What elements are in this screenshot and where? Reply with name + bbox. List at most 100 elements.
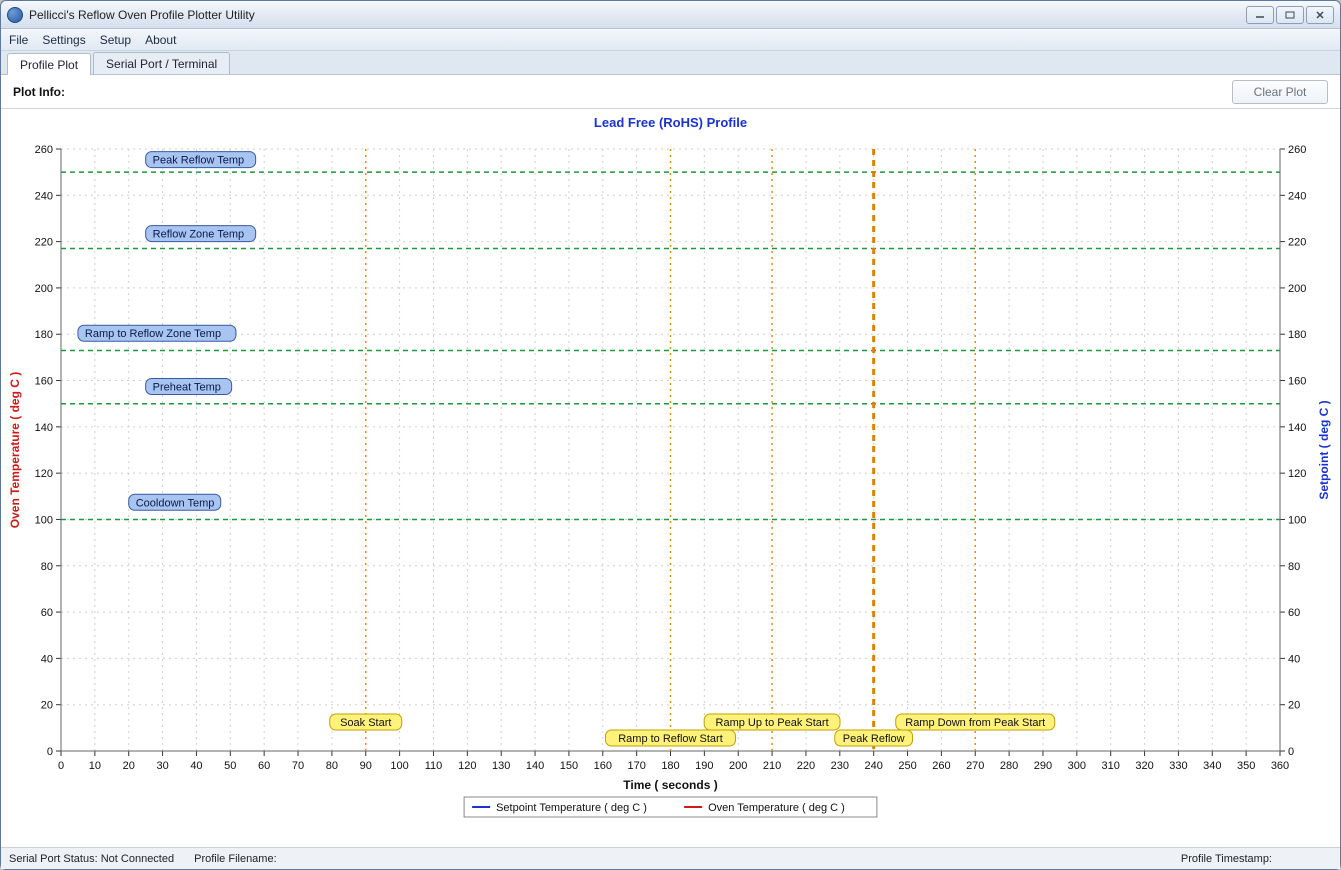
svg-text:Lead Free (RoHS) Profile: Lead Free (RoHS) Profile — [594, 115, 747, 130]
app-window: Pellicci's Reflow Oven Profile Plotter U… — [0, 0, 1341, 870]
svg-text:180: 180 — [1288, 329, 1306, 341]
svg-text:Setpoint ( deg C ): Setpoint ( deg C ) — [1317, 400, 1331, 499]
svg-text:Peak Reflow Temp: Peak Reflow Temp — [153, 155, 245, 167]
svg-text:60: 60 — [258, 760, 270, 772]
svg-text:140: 140 — [1288, 422, 1306, 434]
svg-text:Preheat Temp: Preheat Temp — [153, 381, 221, 393]
status-profile-timestamp-label: Profile Timestamp: — [1181, 853, 1272, 865]
svg-text:10: 10 — [89, 760, 101, 772]
svg-text:0: 0 — [47, 746, 53, 758]
svg-text:260: 260 — [1288, 144, 1306, 156]
tab-profile-plot[interactable]: Profile Plot — [7, 53, 91, 75]
status-profile-filename: Profile Filename: — [194, 853, 297, 865]
svg-text:220: 220 — [1288, 237, 1306, 249]
svg-text:100: 100 — [390, 760, 408, 772]
minimize-button[interactable] — [1246, 6, 1274, 24]
status-serial-value: Not Connected — [101, 853, 174, 865]
svg-text:180: 180 — [661, 760, 679, 772]
svg-text:150: 150 — [560, 760, 578, 772]
svg-text:160: 160 — [594, 760, 612, 772]
menubar: File Settings Setup About — [1, 29, 1340, 51]
svg-text:120: 120 — [458, 760, 476, 772]
svg-text:Ramp Up to Peak Start: Ramp Up to Peak Start — [716, 717, 829, 729]
svg-text:250: 250 — [898, 760, 916, 772]
svg-text:Soak Start: Soak Start — [340, 717, 391, 729]
svg-text:200: 200 — [35, 283, 53, 295]
titlebar: Pellicci's Reflow Oven Profile Plotter U… — [1, 1, 1340, 29]
svg-text:30: 30 — [156, 760, 168, 772]
maximize-button[interactable] — [1276, 6, 1304, 24]
svg-text:180: 180 — [35, 329, 53, 341]
svg-text:160: 160 — [35, 376, 53, 388]
svg-text:260: 260 — [35, 144, 53, 156]
svg-text:210: 210 — [763, 760, 781, 772]
svg-text:350: 350 — [1237, 760, 1255, 772]
svg-text:360: 360 — [1271, 760, 1289, 772]
svg-text:40: 40 — [1288, 653, 1300, 665]
svg-text:310: 310 — [1102, 760, 1120, 772]
svg-text:170: 170 — [627, 760, 645, 772]
svg-text:140: 140 — [526, 760, 544, 772]
svg-text:130: 130 — [492, 760, 510, 772]
svg-text:330: 330 — [1169, 760, 1187, 772]
svg-text:340: 340 — [1203, 760, 1221, 772]
status-serial: Serial Port Status: Not Connected — [9, 853, 194, 865]
svg-text:40: 40 — [190, 760, 202, 772]
svg-text:320: 320 — [1135, 760, 1153, 772]
app-icon — [7, 7, 23, 23]
svg-text:80: 80 — [326, 760, 338, 772]
svg-text:140: 140 — [35, 422, 53, 434]
svg-text:100: 100 — [1288, 514, 1306, 526]
tabstrip: Profile Plot Serial Port / Terminal — [1, 51, 1340, 75]
svg-text:80: 80 — [41, 561, 53, 573]
profile-chart: Lead Free (RoHS) Profile 0 10 20 30 40 50 60 70 8… — [1, 109, 1340, 841]
svg-text:60: 60 — [41, 607, 53, 619]
svg-text:280: 280 — [1000, 760, 1018, 772]
svg-text:50: 50 — [224, 760, 236, 772]
chart-area: Lead Free (RoHS) Profile 0 10 20 30 40 50 60 70 8… — [1, 109, 1340, 847]
svg-text:240: 240 — [1288, 190, 1306, 202]
svg-text:200: 200 — [729, 760, 747, 772]
svg-text:110: 110 — [425, 760, 443, 772]
svg-text:Reflow Zone Temp: Reflow Zone Temp — [153, 229, 245, 241]
svg-text:120: 120 — [35, 468, 53, 480]
svg-text:190: 190 — [695, 760, 713, 772]
svg-text:70: 70 — [292, 760, 304, 772]
plot-info-label: Plot Info: — [13, 85, 65, 99]
svg-text:230: 230 — [831, 760, 849, 772]
menu-file[interactable]: File — [9, 33, 28, 47]
svg-text:240: 240 — [864, 760, 882, 772]
svg-text:290: 290 — [1034, 760, 1052, 772]
svg-text:120: 120 — [1288, 468, 1306, 480]
window-controls — [1246, 6, 1334, 24]
svg-text:Peak Reflow: Peak Reflow — [843, 733, 905, 745]
svg-text:Time ( seconds ): Time ( seconds ) — [623, 778, 717, 792]
svg-text:Oven Temperature ( deg C ): Oven Temperature ( deg C ) — [8, 372, 22, 528]
svg-text:220: 220 — [797, 760, 815, 772]
tab-serial-port-terminal[interactable]: Serial Port / Terminal — [93, 52, 230, 74]
status-serial-label: Serial Port Status: — [9, 853, 98, 865]
svg-text:20: 20 — [41, 700, 53, 712]
svg-text:80: 80 — [1288, 561, 1300, 573]
svg-text:220: 220 — [35, 237, 53, 249]
menu-setup[interactable]: Setup — [100, 33, 131, 47]
svg-text:Cooldown Temp: Cooldown Temp — [136, 497, 215, 509]
close-button[interactable] — [1306, 6, 1334, 24]
svg-text:20: 20 — [123, 760, 135, 772]
svg-text:270: 270 — [966, 760, 984, 772]
svg-text:200: 200 — [1288, 283, 1306, 295]
menu-about[interactable]: About — [145, 33, 176, 47]
status-profile-filename-label: Profile Filename: — [194, 853, 277, 865]
chart-toolbar: Plot Info: Clear Plot — [1, 75, 1340, 109]
svg-text:90: 90 — [360, 760, 372, 772]
menu-settings[interactable]: Settings — [42, 33, 85, 47]
clear-plot-button[interactable]: Clear Plot — [1232, 80, 1328, 104]
svg-text:Ramp to Reflow Zone Temp: Ramp to Reflow Zone Temp — [85, 328, 221, 340]
svg-text:160: 160 — [1288, 376, 1306, 388]
svg-text:Ramp Down from Peak Start: Ramp Down from Peak Start — [905, 717, 1045, 729]
svg-text:300: 300 — [1068, 760, 1086, 772]
window-title: Pellicci's Reflow Oven Profile Plotter U… — [29, 8, 255, 22]
svg-text:0: 0 — [58, 760, 64, 772]
svg-text:260: 260 — [932, 760, 950, 772]
svg-text:60: 60 — [1288, 607, 1300, 619]
